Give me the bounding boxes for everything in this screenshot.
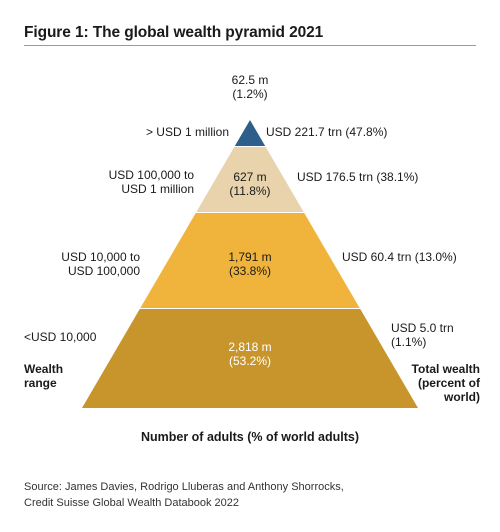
range-text: USD 100,000 to (108, 168, 194, 182)
figure-title: Figure 1: The global wealth pyramid 2021 (24, 24, 324, 41)
adults-label-top: 62.5 m (1.2%) (205, 73, 295, 101)
range-label-tier-1: USD 100,000 to USD 1 million (109, 168, 194, 196)
adults-label-tier-2: 1,791 m (33.8%) (205, 250, 295, 278)
x-axis-title: Number of adults (% of world adults) (140, 430, 360, 444)
adults-percent: (11.8%) (229, 184, 271, 198)
adults-label-tier-1: 627 m (11.8%) (205, 170, 295, 198)
source-note: Source: James Davies, Rodrigo Lluberas a… (24, 479, 344, 511)
range-label-top: > USD 1 million (146, 125, 229, 139)
wealth-label-top: USD 221.7 trn (47.8%) (266, 125, 387, 139)
range-text: USD 100,000 (67, 264, 140, 278)
adults-count: 62.5 m (231, 73, 269, 87)
wealth-text: USD 60.4 trn (13.0%) (342, 250, 457, 264)
wealth-text: USD 221.7 trn (47.8%) (266, 125, 388, 139)
range-text: USD 10,000 to (61, 250, 140, 264)
axis-title-line: world) (444, 390, 480, 404)
total-wealth-axis-title: Total wealth (percent of world) (412, 362, 480, 404)
source-line: Source: James Davies, Rodrigo Lluberas a… (24, 481, 344, 493)
adults-count: 627 m (233, 170, 267, 184)
range-text: USD 1 million (121, 182, 194, 196)
wealth-text: USD 5.0 trn (391, 321, 454, 335)
adults-percent: (1.2%) (232, 87, 268, 101)
pyramid-tier-10k-to-100k (140, 213, 360, 308)
adults-percent: (53.2%) (228, 354, 272, 368)
wealth-label-tier-2: USD 60.4 trn (13.0%) (342, 250, 457, 264)
pyramid-tier-100k-to-1m (196, 147, 304, 212)
adults-label-tier-3: 2,818 m (53.2%) (205, 340, 295, 368)
title-divider (24, 45, 476, 46)
range-label-tier-3: <USD 10,000 (24, 330, 96, 344)
adults-count: 1,791 m (228, 250, 272, 264)
range-label-tier-2: USD 10,000 to USD 100,000 (61, 250, 140, 278)
axis-title-line: Total wealth (411, 362, 480, 376)
axis-title-line: range (24, 376, 57, 390)
adults-count: 2,818 m (228, 340, 272, 354)
wealth-range-axis-title: Wealth range (24, 362, 63, 390)
range-text: <USD 10,000 (24, 330, 97, 344)
range-text: > USD 1 million (145, 125, 229, 139)
axis-title-line: Wealth (24, 362, 64, 376)
wealth-text: (1.1%) (391, 335, 427, 349)
axis-title-line: (percent of (417, 376, 480, 390)
pyramid-tier-under-10k (82, 309, 418, 408)
wealth-text: USD 176.5 trn (38.1%) (297, 170, 419, 184)
source-line: Credit Suisse Global Wealth Databook 202… (24, 497, 240, 509)
wealth-label-tier-1: USD 176.5 trn (38.1%) (297, 170, 418, 184)
wealth-label-tier-3: USD 5.0 trn (1.1%) (391, 321, 454, 349)
pyramid-tier-top-millionaires (234, 120, 266, 146)
adults-percent: (33.8%) (228, 264, 272, 278)
